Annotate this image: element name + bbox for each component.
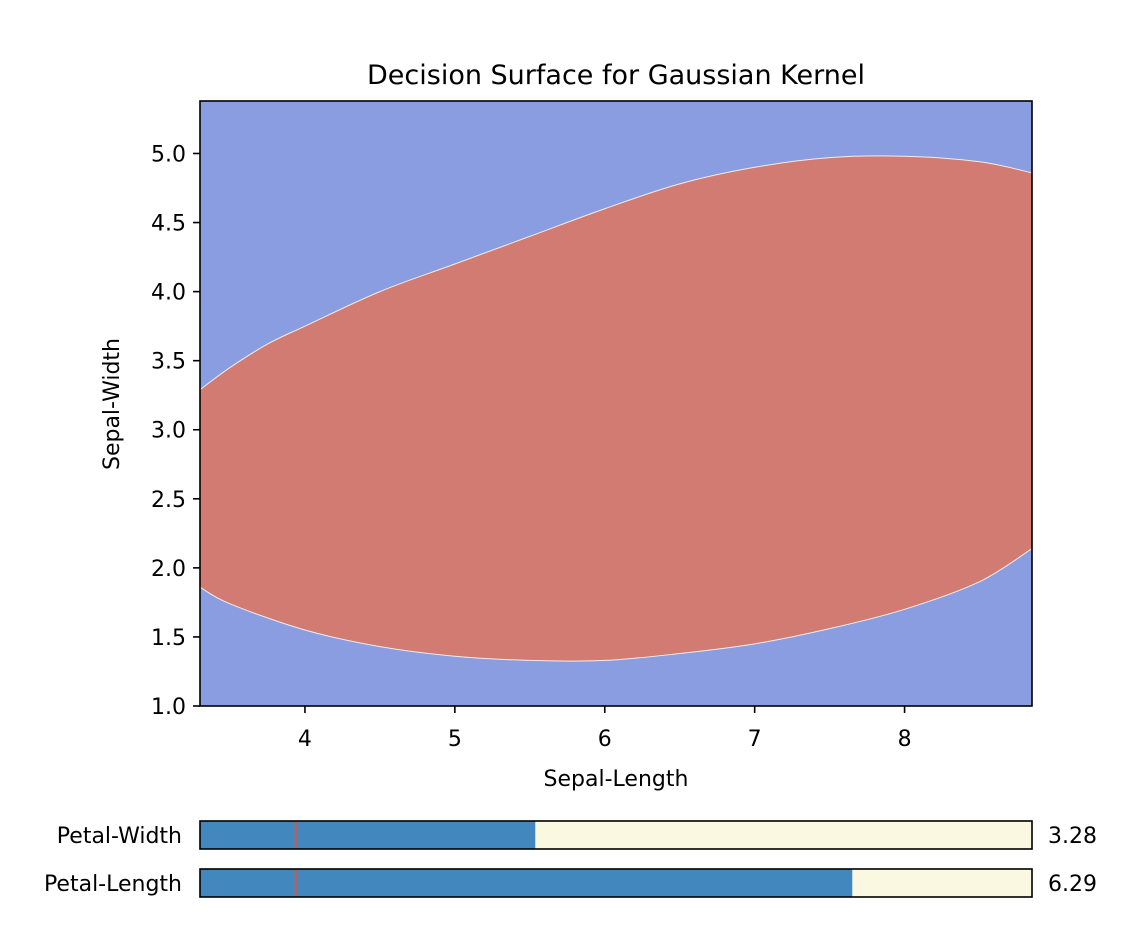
- decision-region: [199, 155, 1033, 662]
- y-tick-label: 3.0: [151, 419, 186, 444]
- x-tick-label: 8: [898, 727, 912, 752]
- slider-frame: [199, 868, 1033, 898]
- y-axis-ticks: 1.0 1.5 2.0 2.5 3.0 3.5 4.0 4.5 5.0: [151, 142, 200, 720]
- slider-fill: [200, 821, 536, 849]
- plot-area: [199, 100, 1033, 707]
- y-tick-label: 1.0: [151, 695, 186, 720]
- slider-fill: [200, 869, 853, 897]
- x-axis-ticks: 4 5 6 7 8: [298, 706, 912, 752]
- plot-frame: [199, 100, 1033, 707]
- x-tick-label: 6: [598, 727, 612, 752]
- x-axis-label: Sepal-Length: [544, 767, 689, 792]
- chart-title: Decision Surface for Gaussian Kernel: [367, 60, 865, 91]
- y-tick-label: 2.0: [151, 557, 186, 582]
- x-tick-label: 4: [298, 727, 312, 752]
- y-tick-label: 2.5: [151, 488, 186, 513]
- slider-value: 6.29: [1048, 872, 1097, 897]
- slider-label: Petal-Length: [44, 872, 182, 897]
- x-tick-label: 7: [748, 727, 762, 752]
- slider-petal-length[interactable]: Petal-Length 6.29: [44, 868, 1097, 898]
- y-tick-label: 4.5: [151, 212, 186, 237]
- y-tick-label: 5.0: [151, 142, 186, 167]
- slider-petal-width[interactable]: Petal-Width 3.28: [57, 820, 1097, 850]
- y-tick-label: 1.5: [151, 626, 186, 651]
- slider-frame: [199, 820, 1033, 850]
- y-tick-label: 4.0: [151, 281, 186, 306]
- y-tick-label: 3.5: [151, 350, 186, 375]
- slider-label: Petal-Width: [57, 824, 182, 849]
- y-axis-label: Sepal-Width: [100, 338, 125, 470]
- x-tick-label: 5: [448, 727, 462, 752]
- slider-value: 3.28: [1048, 824, 1097, 849]
